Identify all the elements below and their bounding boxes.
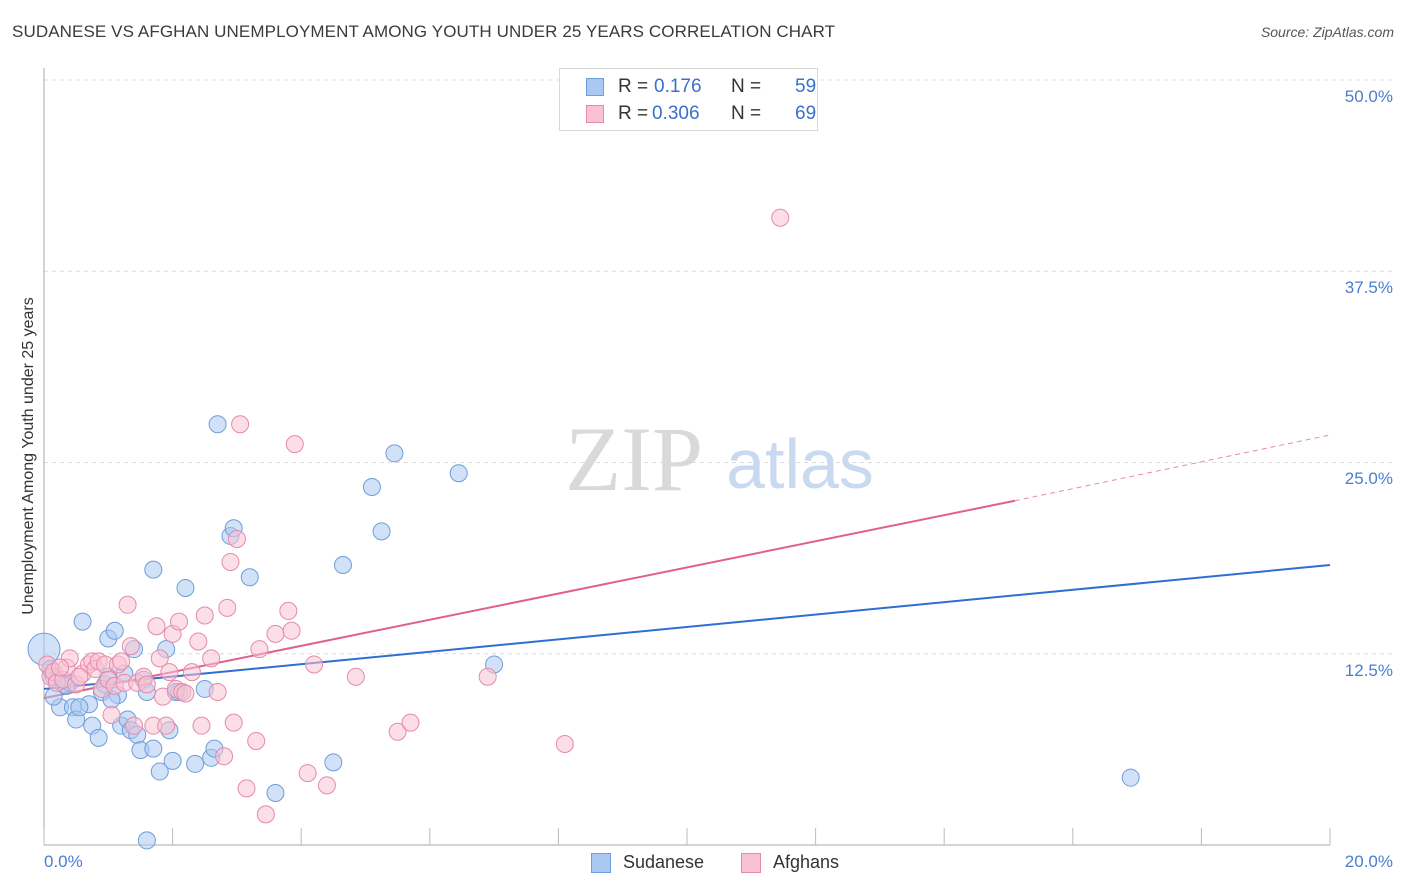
- afghans-point: [147, 617, 166, 636]
- afghans-point: [170, 612, 189, 631]
- afghans-point: [346, 667, 365, 686]
- watermark-zip: ZIP: [565, 408, 703, 510]
- afghans-point: [305, 655, 324, 674]
- n-value: 69: [795, 103, 817, 124]
- y-axis-label: Unemployment Among Youth under 25 years: [20, 297, 37, 615]
- afghans-swatch: [741, 853, 761, 873]
- sudanese-point: [266, 783, 285, 802]
- y-tick-label: 37.5%: [1344, 278, 1393, 297]
- afghans-point: [218, 598, 237, 617]
- y-tick-label: 25.0%: [1344, 469, 1393, 488]
- afghans-point: [298, 764, 317, 783]
- sudanese-point: [240, 568, 259, 587]
- afghans-point: [388, 722, 407, 741]
- afghans-point: [51, 658, 70, 677]
- afghans-point: [250, 640, 269, 659]
- sudanese-point: [449, 464, 468, 483]
- chart-title: SUDANESE VS AFGHAN UNEMPLOYMENT AMONG YO…: [12, 22, 836, 41]
- sudanese-point: [324, 753, 343, 772]
- sudanese-trend-line: [43, 564, 1331, 690]
- sudanese-point: [105, 621, 124, 640]
- sudanese-point: [1121, 768, 1140, 787]
- sudanese-point: [208, 415, 227, 434]
- sudanese-point: [372, 522, 391, 541]
- afghans-point: [160, 663, 179, 682]
- afghans-point: [282, 621, 301, 640]
- afghans-point: [137, 675, 156, 694]
- sudanese-swatch: [586, 78, 604, 96]
- r-label: R =: [618, 76, 649, 97]
- r-value: 0.176: [654, 76, 702, 97]
- sudanese-point: [137, 831, 156, 850]
- afghans-point: [279, 601, 298, 620]
- afghans-point: [157, 716, 176, 735]
- sudanese-point: [70, 698, 89, 717]
- x-tick-label: 20.0%: [1344, 852, 1393, 871]
- afghans-point: [478, 667, 497, 686]
- afghans-point: [231, 415, 250, 434]
- afghans-point: [555, 735, 574, 754]
- afghans-point: [121, 637, 140, 656]
- sudanese-point: [144, 739, 163, 758]
- n-label: N =: [731, 103, 762, 124]
- afghans-point: [192, 716, 211, 735]
- n-value: 59: [795, 76, 817, 97]
- afghans-point: [125, 716, 144, 735]
- afghans-point: [285, 435, 304, 454]
- afghans-point: [215, 747, 234, 766]
- x-tick-label: 0.0%: [44, 852, 83, 871]
- afghans-point: [227, 530, 246, 548]
- n-label: N =: [731, 76, 762, 97]
- afghans-point: [112, 652, 131, 671]
- afghans-point: [189, 632, 208, 651]
- sudanese-point: [89, 728, 108, 747]
- r-label: R =: [618, 103, 649, 124]
- sudanese-point: [362, 477, 381, 496]
- sudanese-point: [385, 444, 404, 463]
- afghans-point: [195, 606, 214, 625]
- sudanese-point: [150, 762, 169, 781]
- legend-label: Sudanese: [623, 852, 705, 872]
- afghans-point: [102, 705, 121, 724]
- afghans-swatch: [586, 105, 604, 123]
- afghans-point: [70, 667, 89, 686]
- sudanese-point: [144, 560, 163, 579]
- afghans-point: [150, 649, 169, 668]
- sudanese-swatch: [591, 853, 611, 873]
- afghans-point: [202, 649, 221, 668]
- y-tick-label: 50.0%: [1344, 87, 1393, 106]
- afghans-point: [401, 713, 420, 732]
- afghans-point: [771, 208, 790, 227]
- sudanese-point: [73, 612, 92, 631]
- correlation-legend: R = 0.176 N = 59 R = 0.306 N = 69: [559, 68, 818, 131]
- afghans-point: [176, 684, 195, 703]
- afghans-point: [256, 805, 275, 824]
- sudanese-point: [176, 578, 195, 597]
- afghans-point: [224, 713, 243, 732]
- source-label: Source: ZipAtlas.com: [1260, 24, 1394, 40]
- afghans-point: [182, 663, 201, 682]
- watermark-atlas: atlas: [726, 425, 874, 503]
- afghans-point: [221, 552, 240, 571]
- afghans-point: [266, 624, 285, 643]
- sudanese-point: [186, 754, 205, 773]
- afghans-point: [247, 731, 266, 750]
- afghans-point: [317, 776, 336, 795]
- afghans-point: [118, 595, 137, 614]
- afghans-point: [237, 779, 256, 798]
- legend-label: Afghans: [773, 852, 840, 872]
- afghans-point: [208, 683, 227, 701]
- r-value: 0.306: [652, 103, 700, 124]
- y-tick-label: 12.5%: [1344, 661, 1393, 680]
- afghans-trend-extension: [1014, 434, 1331, 502]
- sudanese-point: [163, 751, 182, 770]
- sudanese-point: [333, 556, 352, 575]
